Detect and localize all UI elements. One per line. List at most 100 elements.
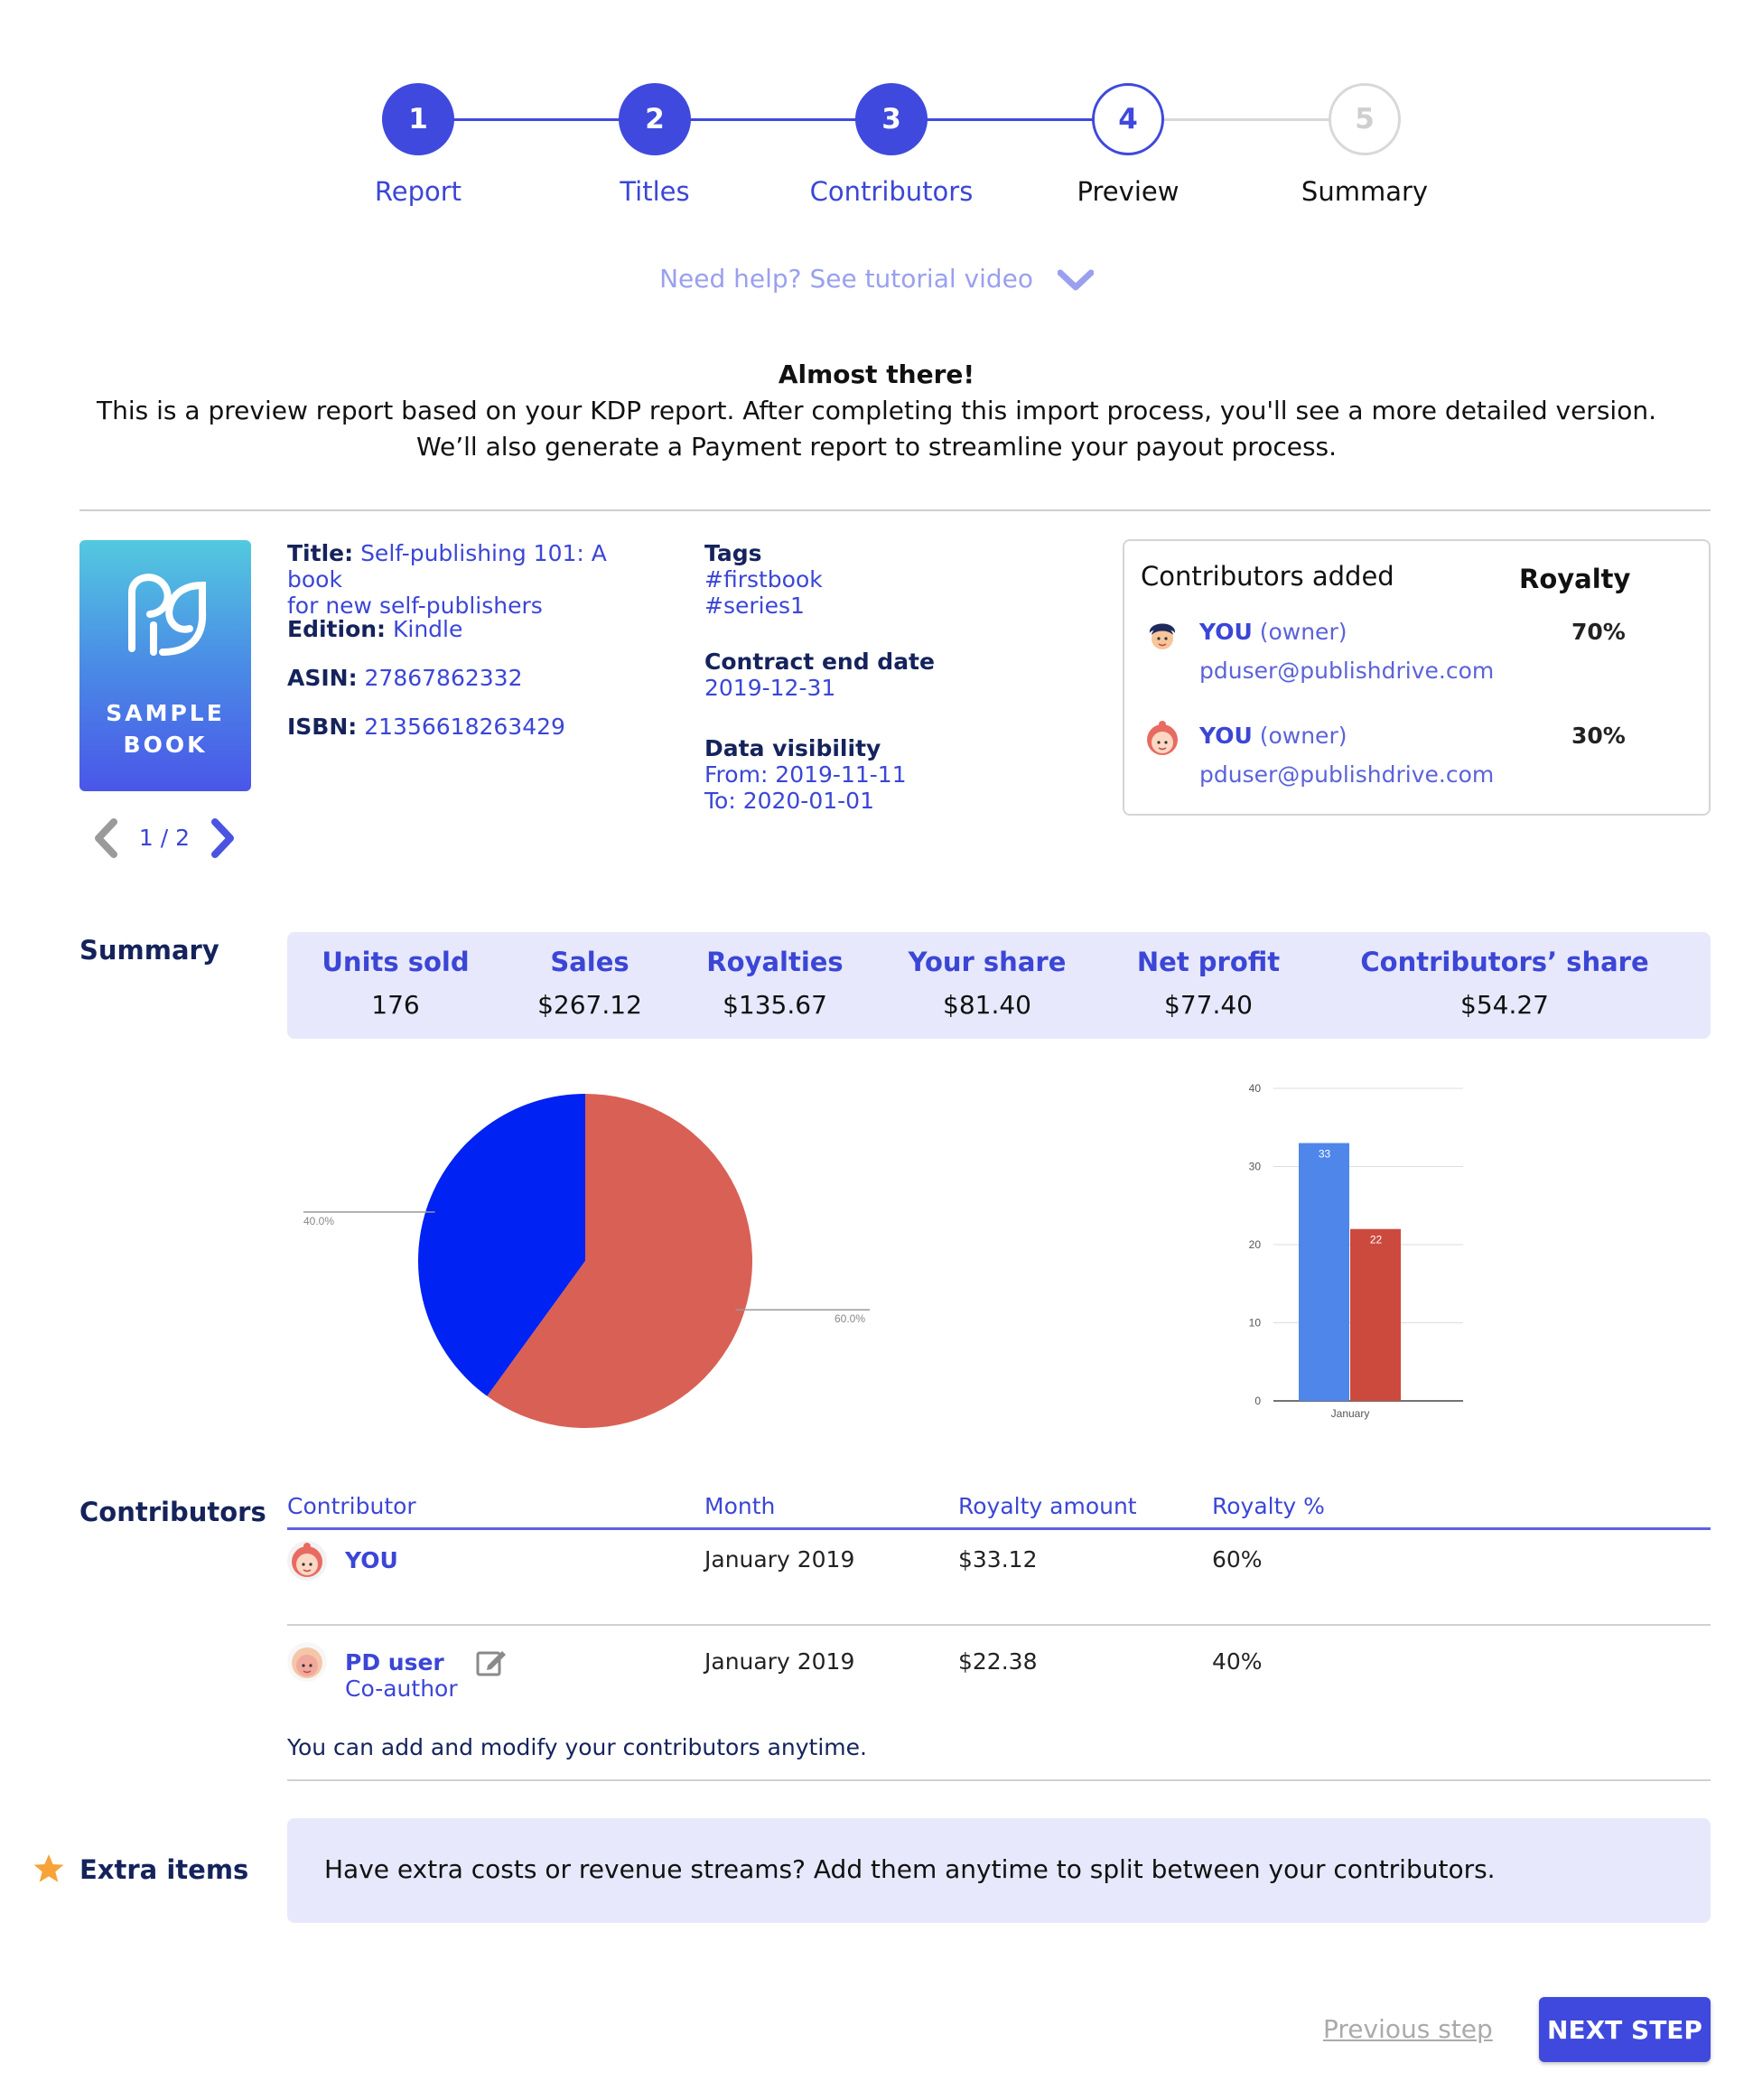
tutorial-link-text[interactable]: Need help? See tutorial video [659,264,1034,294]
y-tick-label: 10 [1249,1317,1262,1330]
intro-heading: Almost there! [778,359,975,389]
step-connector [690,118,857,121]
contributor-email: pduser@publishdrive.com [1199,658,1495,684]
y-tick-label: 0 [1254,1395,1261,1407]
step-5-label: Summary [1301,176,1429,207]
row-month: January 2019 [704,1648,855,1675]
asin-label: ASIN: [287,665,358,691]
publishdrive-logo-icon [128,574,207,656]
pie-chart: 60.0% 40.0% [303,1094,870,1428]
contributor-role: (owner) [1259,723,1347,749]
contributor-email: pduser@publishdrive.com [1199,761,1495,788]
contract-label: Contract end date [704,649,935,675]
book-cover: SAMPLE BOOK [79,540,251,791]
summary-label: Contributors’ share [1360,947,1649,977]
col-header-month: Month [704,1493,776,1519]
contributor-name: YOU (owner) [1199,723,1347,749]
col-header-royalty-amount: Royalty amount [958,1493,1137,1519]
summary-value: $267.12 [537,990,642,1020]
step-4-circle: 4 [1092,83,1164,155]
book-title-label: Title: [287,540,354,566]
contributor-royalty: 70% [1571,619,1626,645]
book-cover-label-line: SAMPLE [106,700,225,726]
contributor-role: (owner) [1259,619,1347,645]
y-tick-label: 20 [1249,1238,1262,1251]
next-step-button[interactable]: NEXT STEP [1539,1997,1711,2062]
step-2-circle[interactable]: 2 [619,83,691,155]
royalty-header: Royalty [1519,564,1631,594]
step-2-label[interactable]: Titles [620,176,690,207]
row-amount: $33.12 [958,1546,1038,1573]
data-visibility: Data visibility From: 2019-11-11 To: 202… [704,735,907,814]
contributors-added-panel: Contributors added Royalty YOU (owner) p… [1123,539,1711,816]
summary-value: $135.67 [723,990,827,1020]
bar-value-label: 33 [1319,1148,1331,1161]
x-tick-label: January [1331,1407,1370,1420]
contributor-royalty: 30% [1571,723,1626,749]
chevron-down-icon[interactable] [1057,269,1095,291]
divider [287,1779,1711,1781]
contract-end: Contract end date 2019-12-31 [704,649,935,701]
pie-slice-label: 60.0% [835,1312,865,1325]
summary-net-profit: Net profit $77.40 [1100,947,1317,1020]
extra-items-panel[interactable]: Have extra costs or revenue streams? Add… [287,1818,1711,1923]
pie-slice [487,1094,752,1428]
avatar [1142,615,1182,655]
contract-value: 2019-12-31 [704,675,836,701]
step-1-label[interactable]: Report [374,176,462,207]
contributors-added-title: Contributors added [1141,561,1394,592]
summary-value: $77.40 [1164,990,1253,1020]
summary-value: $81.40 [943,990,1031,1020]
table-header-rule [287,1527,1711,1530]
step-1-circle[interactable]: 1 [382,83,454,155]
tutorial-link[interactable]: Need help? See tutorial video [0,264,1753,294]
bar [1299,1143,1349,1401]
edition-value: Kindle [393,616,463,642]
avatar [287,1642,327,1682]
summary-units-sold: Units sold 176 [287,947,504,1020]
row-month: January 2019 [704,1546,855,1573]
summary-your-share: Your share $81.40 [874,947,1100,1020]
extra-items-text: Have extra costs or revenue streams? Add… [324,1854,1496,1884]
chevron-left-icon[interactable] [90,817,121,859]
book-asin: ASIN: 27867862332 [287,665,523,691]
contributors-note: You can add and modify your contributors… [287,1734,867,1760]
previous-step-link[interactable]: Previous step [1323,2014,1493,2044]
book-title: Title: Self-publishing 101: A book for n… [287,540,667,619]
visibility-label: Data visibility [704,735,881,761]
row-divider [287,1624,1711,1626]
col-header-royalty-percent: Royalty % [1212,1493,1325,1519]
contributor-name-text: YOU [1199,619,1253,645]
intro-line-2: We’ll also generate a Payment report to … [415,432,1338,462]
isbn-value: 21356618263429 [364,714,565,740]
chevron-right-icon[interactable] [208,817,238,859]
book-tags: Tags #firstbook #series1 [704,540,823,619]
bar-chart: 0 10 20 30 40 33 22 January [1249,1082,1463,1420]
step-3-circle[interactable]: 3 [855,83,928,155]
pie-slice [417,1094,585,1396]
tag: #series1 [704,593,805,619]
summary-label: Net profit [1136,947,1281,977]
step-5-circle: 5 [1329,83,1401,155]
isbn-label: ISBN: [287,714,358,740]
extra-items-title: Extra items [79,1854,249,1885]
visibility-from: From: 2019-11-11 [704,761,907,788]
avatar [1142,719,1182,759]
avatar [287,1541,327,1581]
row-contributor-name: PD user [345,1649,444,1675]
summary-bar: Units sold 176 Sales $267.12 Royalties $… [287,932,1711,1039]
visibility-to: To: 2020-01-01 [704,788,874,814]
tags-label: Tags [704,540,762,566]
summary-value: $54.27 [1460,990,1549,1020]
step-connector [453,118,620,121]
book-pager: 1 / 2 [138,825,191,851]
step-3-label[interactable]: Contributors [809,176,974,207]
bar-value-label: 22 [1370,1234,1383,1246]
summary-royalties: Royalties $135.67 [676,947,874,1020]
summary-label: Units sold [322,947,470,977]
edit-icon[interactable] [475,1646,508,1678]
book-edition: Edition: Kindle [287,616,462,642]
contributors-title: Contributors [79,1497,266,1527]
book-isbn: ISBN: 21356618263429 [287,714,565,740]
star-icon [33,1854,64,1882]
